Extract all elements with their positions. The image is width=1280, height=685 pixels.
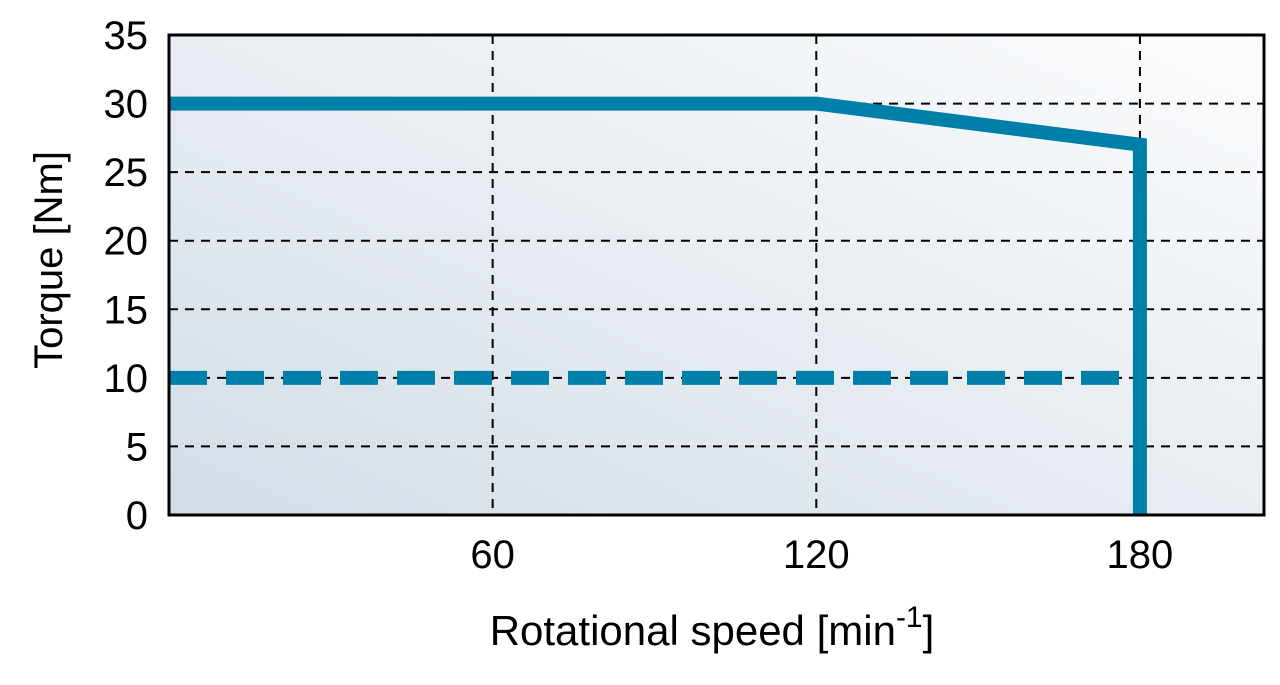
y-tick-label-20: 20	[104, 220, 149, 264]
plot-area	[169, 35, 1264, 515]
y-tick-label-5: 5	[126, 425, 148, 469]
x-tick-label-180: 180	[1107, 533, 1174, 577]
x-axis-label-superscript: -1	[896, 601, 923, 634]
y-tick-label-10: 10	[104, 357, 149, 401]
x-tick-label-60: 60	[470, 533, 515, 577]
x-tick-label-120: 120	[783, 533, 850, 577]
y-tick-label-30: 30	[104, 83, 149, 127]
series-lines	[169, 96, 1147, 515]
x-axis-label-suffix: ]	[923, 607, 935, 654]
y-tick-label-15: 15	[104, 288, 149, 332]
y-axis-label: Torque [Nm]	[27, 151, 71, 369]
y-tick-label-25: 25	[104, 151, 149, 195]
x-axis-label-main: Rotational speed [min	[490, 607, 896, 654]
y-tick-label-0: 0	[126, 494, 148, 538]
x-axis-label: Rotational speed [min-1]	[490, 601, 935, 654]
y-tick-label-35: 35	[104, 14, 149, 58]
solid-torque-line	[169, 96, 1147, 515]
y-tick-labels: 0 5 10 15 20 25 30 35	[104, 14, 149, 538]
x-tick-labels: 60 120 180	[470, 533, 1173, 577]
plot-frame	[167, 33, 1266, 517]
